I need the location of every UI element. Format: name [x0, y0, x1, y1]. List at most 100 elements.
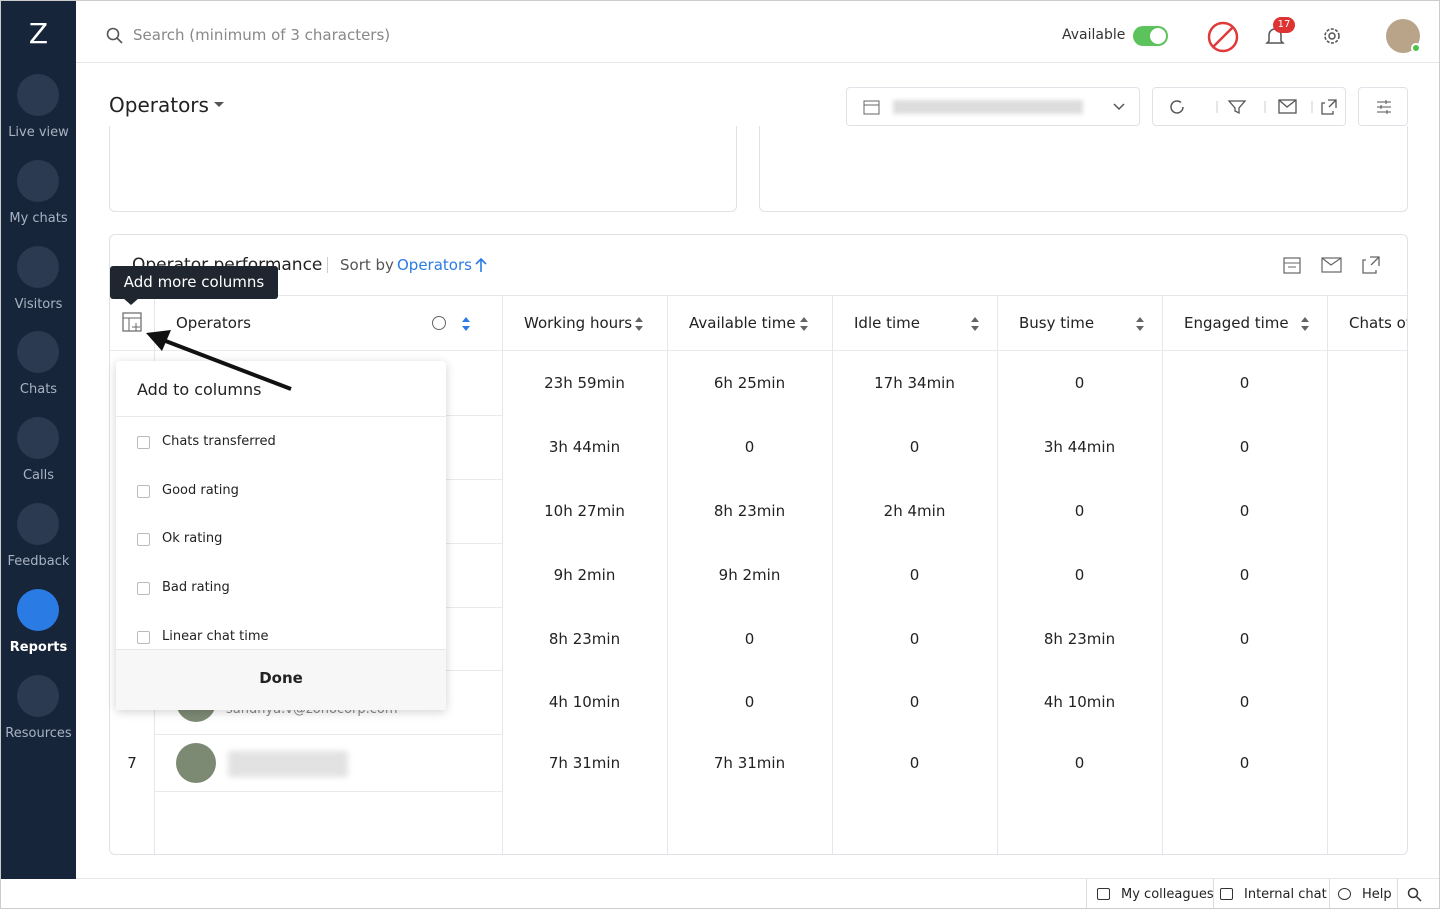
profile-avatar[interactable] — [1386, 19, 1421, 53]
footer-divider — [1086, 879, 1087, 908]
table-cell: 8h 23min — [1043, 629, 1116, 648]
footer-divider — [1329, 879, 1330, 908]
sidebar: Z Live view My chats Visitors Chats Calls Fee… — [1, 1, 76, 879]
option-label[interactable]: Linear chat time — [162, 628, 269, 644]
sort-icon[interactable] — [461, 316, 471, 332]
footer-search[interactable] — [1407, 887, 1423, 903]
nav-icon[interactable] — [17, 331, 59, 374]
nav-label[interactable]: Reports — [9, 639, 68, 655]
sort-icon[interactable] — [970, 316, 980, 332]
table-cell: 7h 31min — [713, 753, 786, 772]
sort-label: Sort by — [340, 256, 394, 274]
footer-divider — [1213, 879, 1214, 908]
do-not-disturb[interactable] — [1206, 20, 1240, 54]
settings[interactable] — [1321, 25, 1343, 47]
option-checkbox[interactable] — [137, 484, 150, 498]
operator-search[interactable] — [432, 316, 446, 330]
column-header[interactable]: Idle time — [854, 314, 920, 332]
table-cell: 0 — [744, 693, 755, 711]
status-label: Available — [1062, 27, 1126, 43]
footer-link[interactable]: My colleagues — [1121, 887, 1214, 902]
footer-icon — [1097, 888, 1110, 900]
table-cell: 0 — [1239, 374, 1250, 392]
column-header[interactable]: Available time — [689, 314, 796, 332]
table-cell: 9h 2min — [553, 566, 616, 584]
option-checkbox[interactable] — [137, 436, 150, 449]
footer-link[interactable]: Internal chat — [1244, 887, 1327, 902]
option-checkbox[interactable] — [137, 630, 150, 644]
done-button[interactable]: Done — [259, 669, 303, 687]
table-cell: 3h 44min — [548, 438, 621, 456]
sort-icon[interactable] — [1300, 316, 1310, 332]
column-divider — [667, 296, 668, 854]
add-columns-icon[interactable] — [122, 312, 144, 334]
table-cell: 6h 25min — [713, 374, 786, 392]
table-cell: 0 — [744, 438, 755, 456]
toolbar — [1152, 87, 1346, 126]
nav-label[interactable]: Live view — [8, 125, 69, 140]
nav-icon[interactable] — [17, 588, 59, 631]
column-header[interactable]: Operators — [176, 314, 251, 332]
sort-direction[interactable] — [475, 257, 487, 273]
footer-icon — [1220, 888, 1233, 900]
column-header[interactable]: Working hours — [524, 314, 633, 332]
row-number: 7 — [127, 753, 137, 772]
table-cell: 0 — [909, 629, 920, 648]
option-label[interactable]: Chats transferred — [162, 434, 276, 449]
column-header[interactable]: Engaged time — [1184, 314, 1289, 332]
search-icon — [106, 27, 123, 44]
nav-label[interactable]: My chats — [9, 210, 68, 226]
column-header[interactable]: Chats ov — [1349, 314, 1407, 332]
nav-icon[interactable] — [17, 74, 59, 116]
option-label[interactable]: Bad rating — [162, 580, 230, 596]
option-label[interactable]: Ok rating — [162, 531, 223, 547]
blurred-date — [893, 100, 1083, 114]
header-divider — [110, 350, 1407, 351]
table-cell: 23h 59min — [544, 374, 625, 392]
tooltip-pointer — [123, 298, 139, 305]
table-cell: 9h 2min — [718, 566, 781, 584]
table-cell: 10h 27min — [544, 502, 625, 520]
page-title[interactable]: Operators — [109, 93, 209, 117]
sort-icon[interactable] — [799, 316, 809, 332]
column-divider — [832, 296, 833, 854]
nav-icon[interactable] — [17, 674, 59, 717]
customize-button[interactable] — [1358, 87, 1408, 126]
column-picker: Add to columns Done Chats transferred Goo… — [116, 361, 446, 710]
option-checkbox[interactable] — [137, 533, 150, 547]
sort-icon[interactable] — [1135, 316, 1145, 332]
table-cell: 0 — [909, 753, 920, 772]
option-label[interactable]: Good rating — [162, 482, 239, 498]
column-header[interactable]: Busy time — [1019, 314, 1095, 332]
nav-label[interactable]: Feedback — [7, 554, 70, 569]
logo: Z — [28, 17, 49, 50]
sort-field[interactable]: Operators — [397, 256, 472, 274]
footer-link[interactable]: Help — [1362, 887, 1392, 902]
table-cell: 4h 10min — [1043, 693, 1116, 711]
status-toggle[interactable] — [1133, 26, 1168, 46]
sort-icon[interactable] — [634, 316, 644, 332]
nav-icon[interactable] — [17, 503, 59, 545]
option-checkbox[interactable] — [137, 582, 150, 596]
nav-label[interactable]: Calls — [22, 468, 55, 484]
column-divider — [1327, 296, 1328, 854]
table-cell: 4h 10min — [548, 693, 621, 711]
table-cell: 0 — [1074, 753, 1085, 772]
row-divider — [154, 791, 502, 792]
operator-avatar — [176, 742, 216, 783]
date-picker[interactable] — [846, 87, 1140, 126]
search-input[interactable]: Search (minimum of 3 characters) — [133, 26, 391, 44]
table-cell: 0 — [1074, 502, 1085, 520]
nav-label[interactable]: Visitors — [14, 296, 63, 312]
nav-label[interactable]: Resources — [5, 725, 72, 741]
table-cell: 0 — [1239, 502, 1250, 520]
nav-icon[interactable] — [17, 159, 59, 202]
table-cell: 0 — [744, 629, 755, 648]
table-cell: 0 — [1239, 566, 1250, 584]
nav-icon[interactable] — [17, 245, 59, 288]
nav-label[interactable]: Chats — [19, 382, 58, 398]
nav-icon[interactable] — [17, 417, 59, 460]
table-cell: 17h 34min — [874, 374, 955, 392]
column-divider — [1162, 296, 1163, 854]
